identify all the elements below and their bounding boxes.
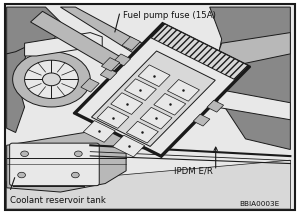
- Polygon shape: [114, 54, 130, 66]
- Polygon shape: [216, 33, 290, 64]
- FancyBboxPatch shape: [10, 143, 99, 186]
- Polygon shape: [7, 132, 126, 192]
- Text: Coolant reservoir tank: Coolant reservoir tank: [10, 196, 106, 205]
- Circle shape: [13, 52, 90, 107]
- Text: BBIA0003E: BBIA0003E: [240, 201, 280, 207]
- Circle shape: [71, 172, 79, 178]
- Polygon shape: [7, 160, 290, 209]
- Polygon shape: [122, 37, 140, 50]
- Polygon shape: [25, 33, 102, 56]
- Polygon shape: [154, 94, 186, 115]
- Polygon shape: [140, 107, 172, 129]
- Polygon shape: [83, 121, 115, 142]
- Polygon shape: [126, 121, 158, 143]
- Polygon shape: [124, 79, 156, 101]
- Polygon shape: [101, 58, 120, 71]
- Polygon shape: [92, 51, 215, 146]
- Polygon shape: [7, 7, 290, 209]
- Circle shape: [18, 172, 26, 178]
- Circle shape: [74, 151, 82, 156]
- Polygon shape: [7, 7, 60, 54]
- Polygon shape: [151, 24, 248, 79]
- Polygon shape: [210, 7, 290, 150]
- Polygon shape: [207, 100, 224, 112]
- Polygon shape: [111, 93, 143, 114]
- Polygon shape: [74, 23, 250, 157]
- Text: Fuel pump fuse (15A): Fuel pump fuse (15A): [123, 11, 216, 20]
- Polygon shape: [216, 90, 290, 120]
- Polygon shape: [60, 7, 150, 56]
- Polygon shape: [100, 68, 117, 80]
- Circle shape: [21, 151, 28, 156]
- Polygon shape: [97, 107, 129, 128]
- Polygon shape: [193, 114, 210, 126]
- Circle shape: [43, 73, 60, 86]
- Text: IPDM E/R: IPDM E/R: [174, 166, 213, 175]
- Polygon shape: [7, 39, 31, 132]
- Polygon shape: [167, 79, 200, 101]
- Polygon shape: [81, 79, 99, 92]
- Polygon shape: [138, 65, 170, 86]
- Polygon shape: [113, 135, 145, 157]
- Polygon shape: [31, 11, 126, 71]
- Circle shape: [25, 60, 78, 98]
